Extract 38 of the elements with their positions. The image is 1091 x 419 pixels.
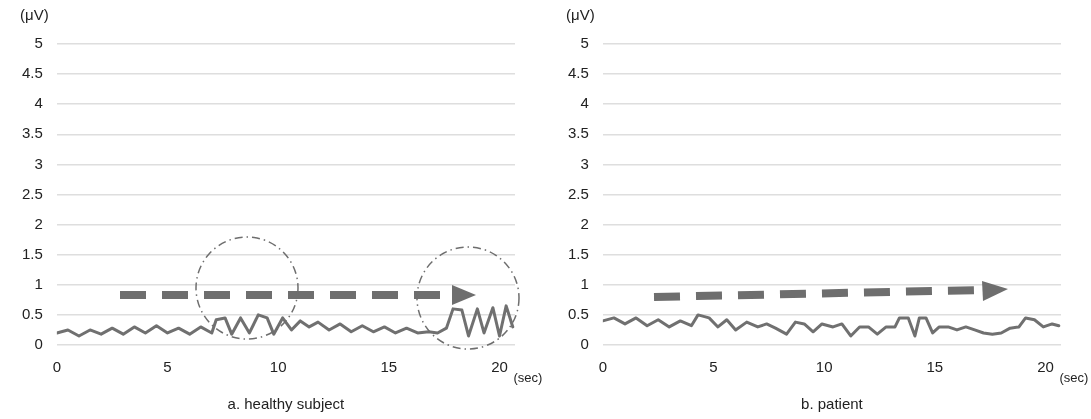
x-tick-label: 0	[52, 358, 62, 376]
y-axis-title: (μV)	[20, 6, 49, 24]
y-tick-label: 4.5	[567, 64, 589, 82]
y-axis-title: (μV)	[566, 6, 595, 24]
x-axis-title: (sec)	[1059, 369, 1089, 385]
x-tick-label: 10	[815, 358, 833, 376]
y-tick-label: 1.5	[21, 244, 43, 262]
x-tick-label: 5	[163, 358, 172, 376]
y-tick-label: 5	[580, 34, 589, 52]
y-tick-label: 1	[580, 274, 589, 292]
x-tick-label: 5	[709, 358, 718, 376]
y-tick-label: 2.5	[21, 184, 43, 202]
y-tick-label: 3	[34, 154, 43, 172]
y-tick-label: 0.5	[567, 305, 589, 323]
text: b. patient	[801, 395, 864, 413]
x-tick-label: 0	[598, 358, 608, 376]
x-tick-label: 15	[380, 358, 398, 376]
y-tick-label: 3.5	[21, 124, 43, 142]
y-tick-label: 1	[34, 274, 43, 292]
y-tick-label: 0	[580, 335, 589, 353]
y-tick-label: 5	[34, 34, 43, 52]
x-tick-label: 10	[269, 358, 287, 376]
y-tick-label: 3.5	[567, 124, 589, 142]
y-tick-label: 4	[580, 94, 589, 112]
x-tick-label: 20	[1037, 358, 1054, 376]
x-axis-title: (sec)	[513, 369, 543, 385]
y-tick-label: 2.5	[567, 184, 589, 202]
text: a. healthy subject	[227, 395, 346, 413]
y-tick-label: 4	[34, 94, 43, 112]
y-tick-label: 1.5	[567, 244, 589, 262]
y-tick-label: 2	[34, 214, 43, 232]
y-tick-label: 0	[34, 335, 43, 353]
y-tick-label: 3	[580, 154, 589, 172]
x-tick-label: 20	[491, 358, 508, 376]
x-tick-label: 15	[926, 358, 944, 376]
y-tick-label: 4.5	[21, 64, 43, 82]
y-tick-label: 0.5	[21, 305, 43, 323]
y-tick-label: 2	[580, 214, 589, 232]
